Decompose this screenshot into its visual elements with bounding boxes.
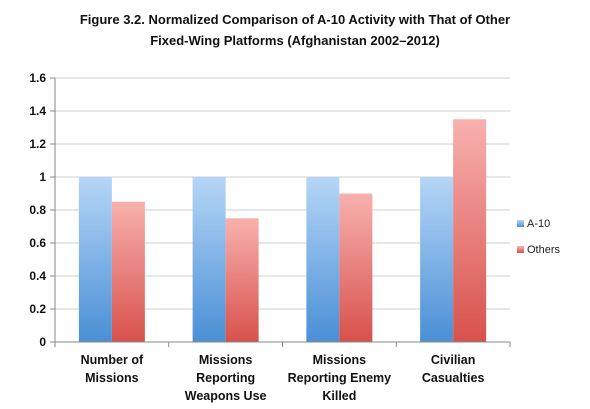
- y-tick-label: 1.6: [29, 71, 46, 85]
- x-category-label: Missions Reporting Weapons Use: [185, 353, 267, 403]
- bar-others: [111, 201, 145, 342]
- bar-others: [453, 119, 487, 342]
- axes: [54, 78, 511, 347]
- chart-title-line-1: Figure 3.2. Normalized Comparison of A-1…: [79, 12, 511, 27]
- y-tick-label: 0: [39, 335, 46, 349]
- y-axis-ticks: 0 0.2 0.4 0.6 0.8 1 1.2 1.4 1.6: [29, 71, 55, 349]
- legend-label-a10: A-10: [527, 218, 550, 230]
- y-tick-label: 0.2: [29, 302, 46, 316]
- y-tick-label: 1.2: [29, 137, 46, 151]
- bar-a10: [78, 177, 112, 342]
- bars: [78, 119, 487, 342]
- y-tick-label: 1.4: [29, 104, 46, 118]
- y-tick-label: 1: [39, 170, 46, 184]
- bar-a10: [420, 177, 454, 342]
- legend-swatch-a10: [517, 220, 524, 227]
- x-category-label: Civilian Casualties: [422, 353, 485, 385]
- legend: A-10 Others: [517, 218, 561, 256]
- bar-a10: [192, 177, 226, 342]
- chart-title-line-2: Fixed-Wing Platforms (Afghanistan 2002–2…: [150, 33, 440, 48]
- legend-label-others: Others: [527, 244, 561, 256]
- y-tick-label: 0.8: [29, 203, 46, 217]
- x-category-label: Number of Missions: [81, 353, 144, 385]
- bar-a10: [306, 177, 340, 342]
- legend-swatch-others: [517, 246, 524, 253]
- bar-others: [339, 193, 373, 342]
- x-category-label: Missions Reporting Enemy Killed: [288, 353, 392, 403]
- bar-others: [225, 218, 259, 342]
- y-tick-label: 0.4: [29, 269, 46, 283]
- y-tick-label: 0.6: [29, 236, 46, 250]
- x-axis-category-labels: Number of Missions Missions Reporting Weapon…: [81, 353, 485, 403]
